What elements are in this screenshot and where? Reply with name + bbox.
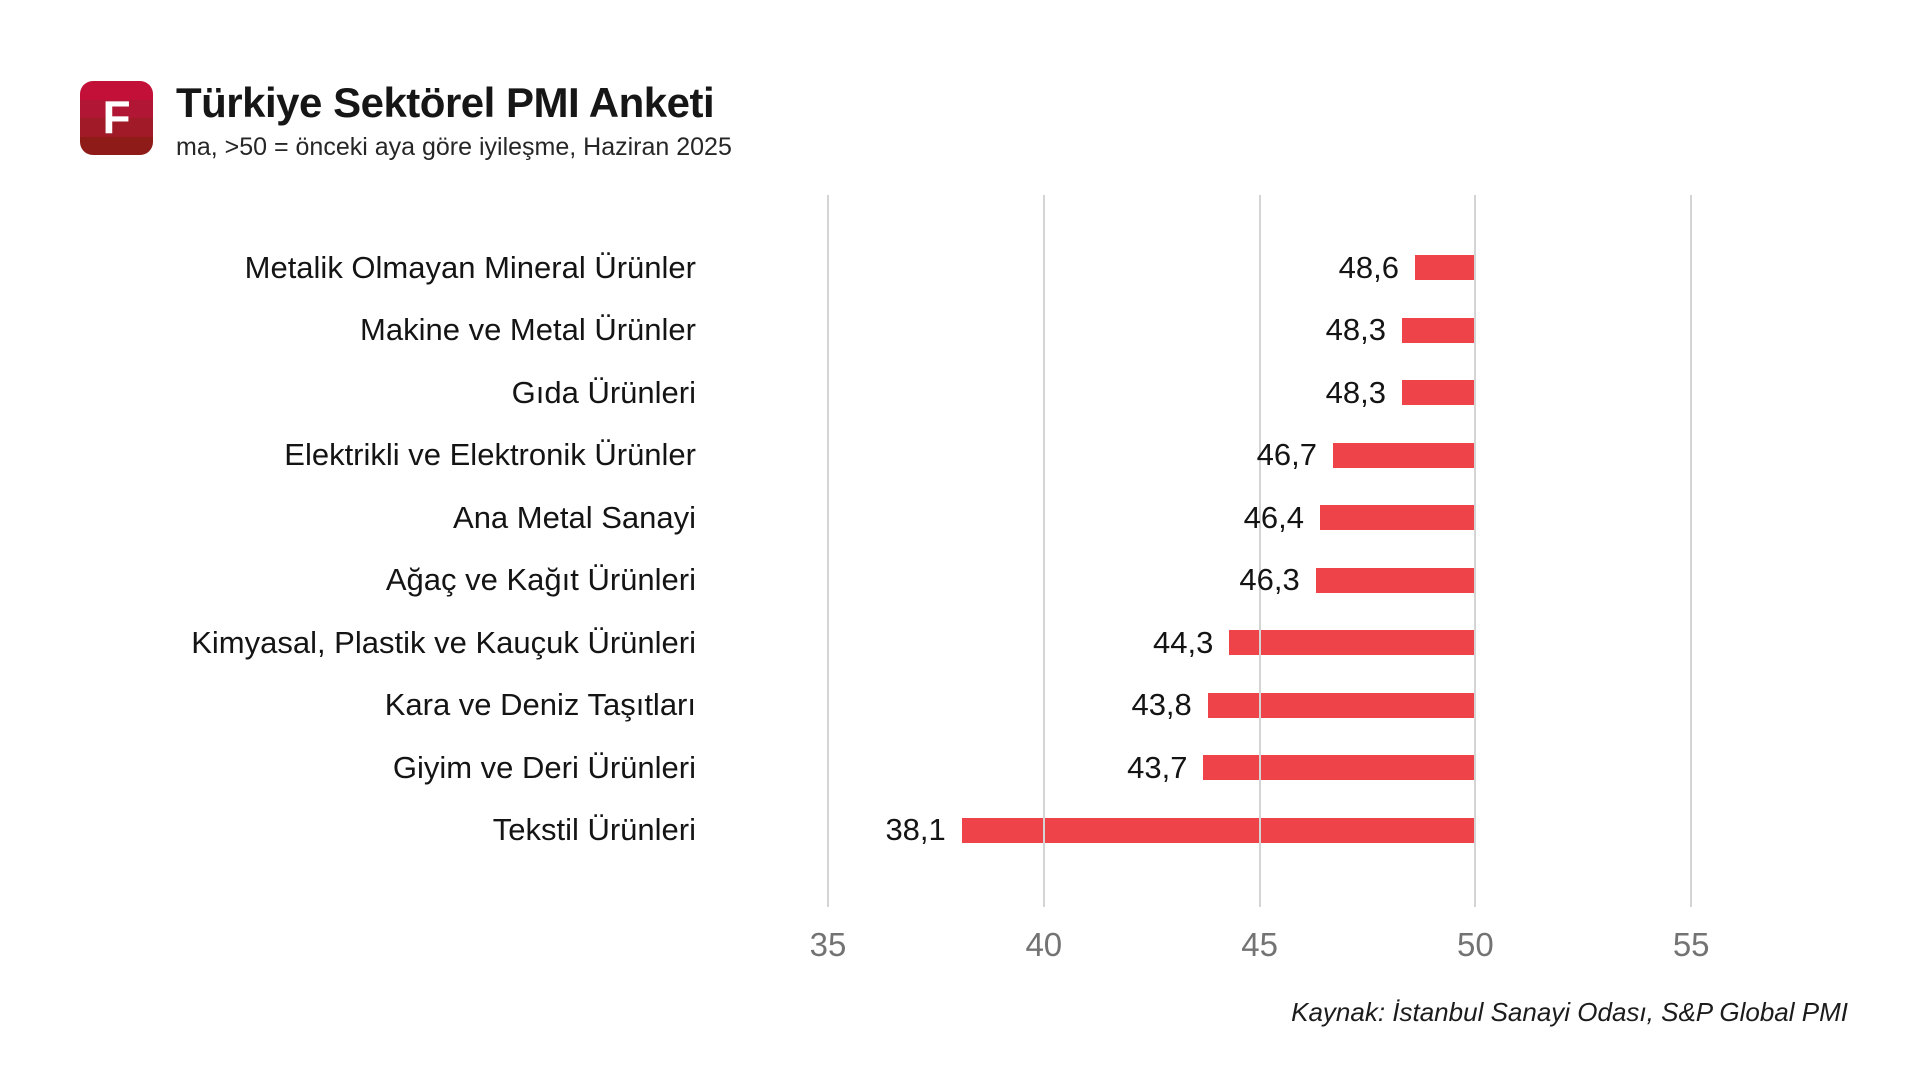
bar [1332,442,1476,468]
category-label: Kara ve Deniz Taşıtları [384,687,696,723]
bar [1229,630,1476,656]
page-subtitle: ma, >50 = önceki aya göre iyileşme, Hazi… [176,133,732,162]
category-label: Metalik Olmayan Mineral Ürünler [244,249,696,285]
bar [1203,755,1476,781]
brand-logo: F [80,81,153,155]
value-label: 43,8 [1131,687,1192,723]
bar [1315,567,1476,593]
category-label: Ağaç ve Kağıt Ürünleri [385,562,696,598]
x-tick-label: 50 [1457,926,1494,963]
value-label: 44,3 [1153,624,1214,660]
category-label: Makine ve Metal Ürünler [360,312,696,348]
x-tick-label: 45 [1241,926,1278,963]
category-label: Elektrikli ve Elektronik Ürünler [284,437,696,473]
category-label: Tekstil Ürünleri [492,812,696,848]
page-title: Türkiye Sektörel PMI Anketi [176,79,715,126]
logo-stripes [80,81,153,155]
value-label: 46,4 [1243,499,1305,535]
x-tick-label: 55 [1672,926,1710,963]
gridline [1474,195,1477,907]
bar [961,817,1476,843]
value-label: 46,3 [1239,562,1300,598]
value-label: 48,6 [1338,249,1399,285]
gridline [1042,195,1045,907]
x-tick-label: 40 [1025,926,1063,963]
bar [1414,255,1476,280]
value-label: 48,3 [1325,374,1387,410]
value-label: 43,7 [1127,749,1188,785]
x-tick-label: 35 [809,926,847,963]
value-label: 38,1 [885,812,946,848]
category-label: Kimyasal, Plastik ve Kauçuk Ürünleri [191,624,696,660]
gridline [1690,195,1693,907]
bar [1320,505,1476,531]
category-label: Giyim ve Deri Ürünleri [392,749,696,785]
header-titles: Türkiye Sektörel PMI Anketi ma, >50 = ön… [176,79,732,162]
category-label: Gıda Ürünleri [511,374,696,410]
value-label: 46,7 [1256,437,1317,473]
source-credit: Kaynak: İstanbul Sanayi Odası, S&P Globa… [1291,997,1848,1027]
gridline [827,195,829,907]
bar [1207,692,1476,718]
bar [1402,317,1476,343]
gridline [1258,195,1261,907]
value-label: 48,3 [1325,312,1387,348]
category-label: Ana Metal Sanayi [453,499,696,535]
logo-letter-f: F [102,91,131,143]
bar [1402,380,1476,406]
